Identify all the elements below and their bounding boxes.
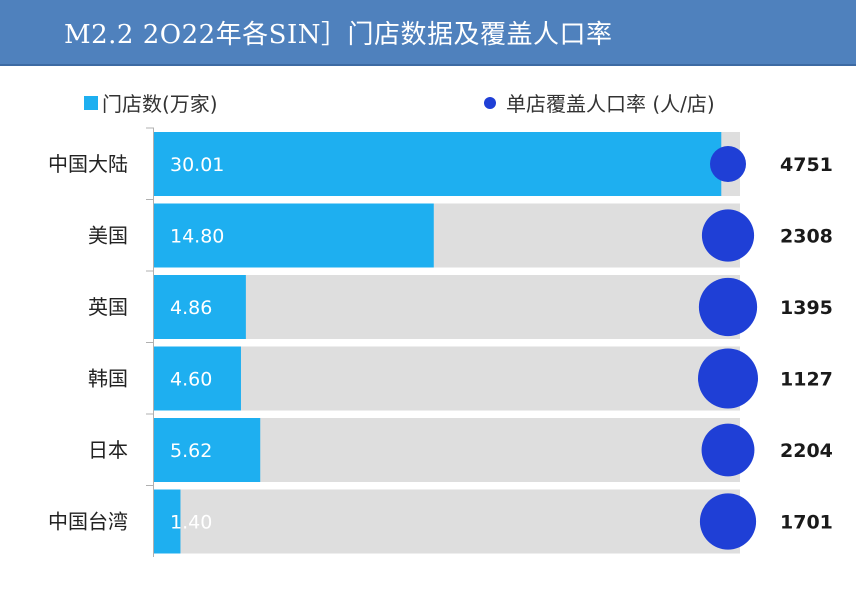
coverage-label: 4751 [780,154,833,176]
bar-track [154,346,740,411]
store-count-bar [154,132,722,196]
store-count-label: 30.01 [170,154,224,176]
store-count-bar [154,489,181,554]
store-count-label: 4.60 [170,369,212,391]
coverage-label: 2204 [780,440,833,462]
store-count-bar [154,203,434,268]
store-count-label: 14.80 [170,226,224,248]
store-count-label: 4.86 [170,297,212,319]
legend-swatch-coverage [484,97,496,109]
store-count-bar [154,346,241,411]
coverage-dot [710,146,746,182]
chart-header: M2.2 2O22年各SIN］门店数据及覆盖人口率 [0,0,856,66]
coverage-label: 1127 [780,369,833,391]
legend-label-coverage: 单店覆盖人口率 (人/店) [506,92,715,116]
bar-track [154,275,740,339]
chart-title: M2.2 2O22年各SIN］门店数据及覆盖人口率 [64,20,613,50]
coverage-label: 2308 [780,226,833,248]
coverage-dot [701,423,755,477]
coverage-label: 1701 [780,512,833,534]
store-count-label: 1.40 [170,512,212,534]
chart-row: 中国大陆 30.01 4751 [48,127,833,196]
legend: 门店数(万家) 单店覆盖人口率 (人/店) [84,92,715,116]
chart-rows: 中国大陆 30.01 4751 美国 14.80 2308 英国 4.86 1395 韩国 4.60… [48,127,833,554]
coverage-dot [698,348,758,409]
chart-row: 韩国 4.60 1127 [88,342,833,411]
coverage-label: 1395 [780,297,833,319]
legend-label-store-count: 门店数(万家) [102,92,218,116]
category-label: 中国台湾 [48,510,128,534]
store-count-label: 5.62 [170,440,212,462]
coverage-dot [698,277,758,337]
category-label: 日本 [88,438,128,462]
category-label: 英国 [88,295,128,319]
chart-row: 日本 5.62 2204 [88,413,833,482]
legend-swatch-store-count [84,96,98,110]
header-rule [0,64,856,66]
store-count-bar [154,275,246,339]
coverage-dot [699,493,757,550]
chart-row: 中国台湾 1.40 1701 [48,485,833,554]
store-count-bar [154,418,261,482]
category-label: 中国大陆 [48,152,128,176]
category-label: 美国 [88,224,128,248]
category-label: 韩国 [88,367,128,391]
coverage-dot [701,209,755,262]
chart-row: 英国 4.86 1395 [88,270,833,339]
bar-track [154,489,740,554]
chart-row: 美国 14.80 2308 [88,199,833,268]
